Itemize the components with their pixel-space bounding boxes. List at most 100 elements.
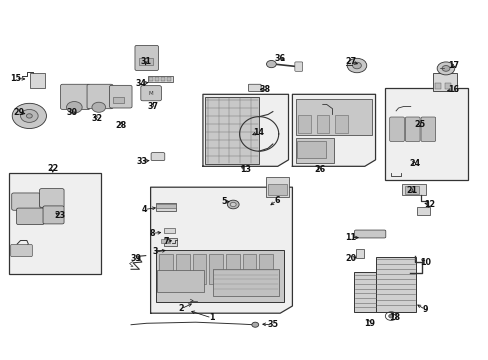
- Circle shape: [66, 102, 82, 113]
- Circle shape: [227, 200, 239, 209]
- Bar: [404, 186, 418, 194]
- FancyBboxPatch shape: [17, 208, 44, 225]
- Bar: [353, 272, 375, 312]
- Bar: [416, 207, 429, 215]
- Bar: [113, 97, 124, 103]
- Bar: [316, 115, 328, 133]
- Text: 25: 25: [413, 120, 424, 129]
- Bar: [149, 77, 153, 81]
- Text: 18: 18: [389, 313, 400, 322]
- Text: 36: 36: [274, 54, 285, 63]
- Bar: [161, 77, 164, 81]
- Circle shape: [12, 103, 46, 129]
- Circle shape: [346, 58, 366, 73]
- Text: 16: 16: [447, 85, 458, 94]
- Text: 29: 29: [13, 108, 24, 117]
- Bar: [242, 254, 256, 284]
- Text: 19: 19: [363, 319, 374, 328]
- Bar: [432, 73, 456, 91]
- Text: 38: 38: [259, 85, 270, 94]
- Bar: [385, 88, 468, 180]
- Circle shape: [352, 62, 361, 69]
- Text: 33: 33: [136, 157, 147, 166]
- Circle shape: [26, 114, 32, 118]
- Circle shape: [251, 322, 258, 327]
- Text: 30: 30: [67, 108, 78, 117]
- Text: 17: 17: [447, 61, 458, 70]
- Text: 39: 39: [130, 254, 141, 263]
- Bar: [159, 254, 173, 284]
- Text: 5: 5: [221, 197, 226, 206]
- Text: 10: 10: [419, 258, 430, 267]
- Bar: [164, 228, 175, 233]
- Text: 7: 7: [163, 237, 169, 246]
- Circle shape: [266, 60, 276, 68]
- Circle shape: [436, 62, 454, 75]
- Bar: [164, 238, 176, 246]
- FancyBboxPatch shape: [87, 84, 113, 109]
- Text: 34: 34: [135, 79, 146, 88]
- Text: 32: 32: [91, 114, 102, 122]
- Bar: [192, 254, 206, 284]
- FancyBboxPatch shape: [40, 189, 64, 207]
- Polygon shape: [150, 187, 292, 313]
- FancyBboxPatch shape: [141, 86, 161, 101]
- FancyBboxPatch shape: [109, 85, 132, 108]
- FancyBboxPatch shape: [405, 117, 419, 141]
- FancyBboxPatch shape: [248, 84, 261, 91]
- Text: 31: 31: [140, 57, 151, 66]
- Text: 28: 28: [115, 121, 127, 130]
- FancyBboxPatch shape: [389, 117, 404, 141]
- FancyBboxPatch shape: [61, 84, 90, 109]
- FancyBboxPatch shape: [135, 45, 158, 71]
- Bar: [298, 115, 310, 133]
- FancyBboxPatch shape: [294, 62, 302, 71]
- Text: 15: 15: [10, 74, 21, 83]
- Bar: [30, 73, 45, 88]
- Bar: [156, 203, 176, 211]
- Bar: [161, 239, 170, 243]
- Bar: [375, 257, 415, 312]
- Bar: [205, 97, 259, 164]
- Text: M: M: [148, 91, 153, 96]
- Bar: [434, 83, 440, 89]
- FancyBboxPatch shape: [420, 117, 435, 141]
- Text: 1: 1: [208, 313, 214, 323]
- Text: 9: 9: [422, 305, 427, 314]
- Bar: [176, 254, 189, 284]
- Bar: [335, 115, 347, 133]
- Bar: [9, 173, 101, 274]
- FancyBboxPatch shape: [12, 193, 40, 210]
- Bar: [297, 141, 325, 158]
- Text: 26: 26: [314, 165, 325, 174]
- Bar: [225, 254, 239, 284]
- Bar: [295, 138, 333, 163]
- FancyBboxPatch shape: [151, 153, 164, 161]
- Text: 4: 4: [141, 205, 147, 214]
- Bar: [355, 249, 363, 258]
- Bar: [156, 204, 176, 208]
- Text: 21: 21: [406, 186, 416, 194]
- FancyBboxPatch shape: [43, 206, 64, 224]
- Polygon shape: [292, 94, 375, 166]
- Circle shape: [388, 314, 393, 318]
- Text: 24: 24: [408, 159, 419, 168]
- Polygon shape: [203, 94, 288, 166]
- Text: 13: 13: [240, 165, 250, 174]
- Bar: [295, 99, 371, 135]
- Text: 11: 11: [345, 233, 356, 242]
- Bar: [444, 83, 450, 89]
- Bar: [157, 270, 203, 292]
- Text: 12: 12: [423, 200, 434, 209]
- Text: 6: 6: [273, 196, 279, 205]
- Text: 14: 14: [252, 128, 263, 137]
- Circle shape: [441, 66, 449, 71]
- Text: 22: 22: [47, 164, 59, 173]
- FancyBboxPatch shape: [354, 230, 385, 238]
- Circle shape: [230, 202, 236, 207]
- Text: 27: 27: [345, 57, 356, 66]
- Text: 2: 2: [178, 304, 183, 313]
- Bar: [147, 76, 173, 82]
- Bar: [259, 254, 272, 284]
- Circle shape: [20, 109, 38, 122]
